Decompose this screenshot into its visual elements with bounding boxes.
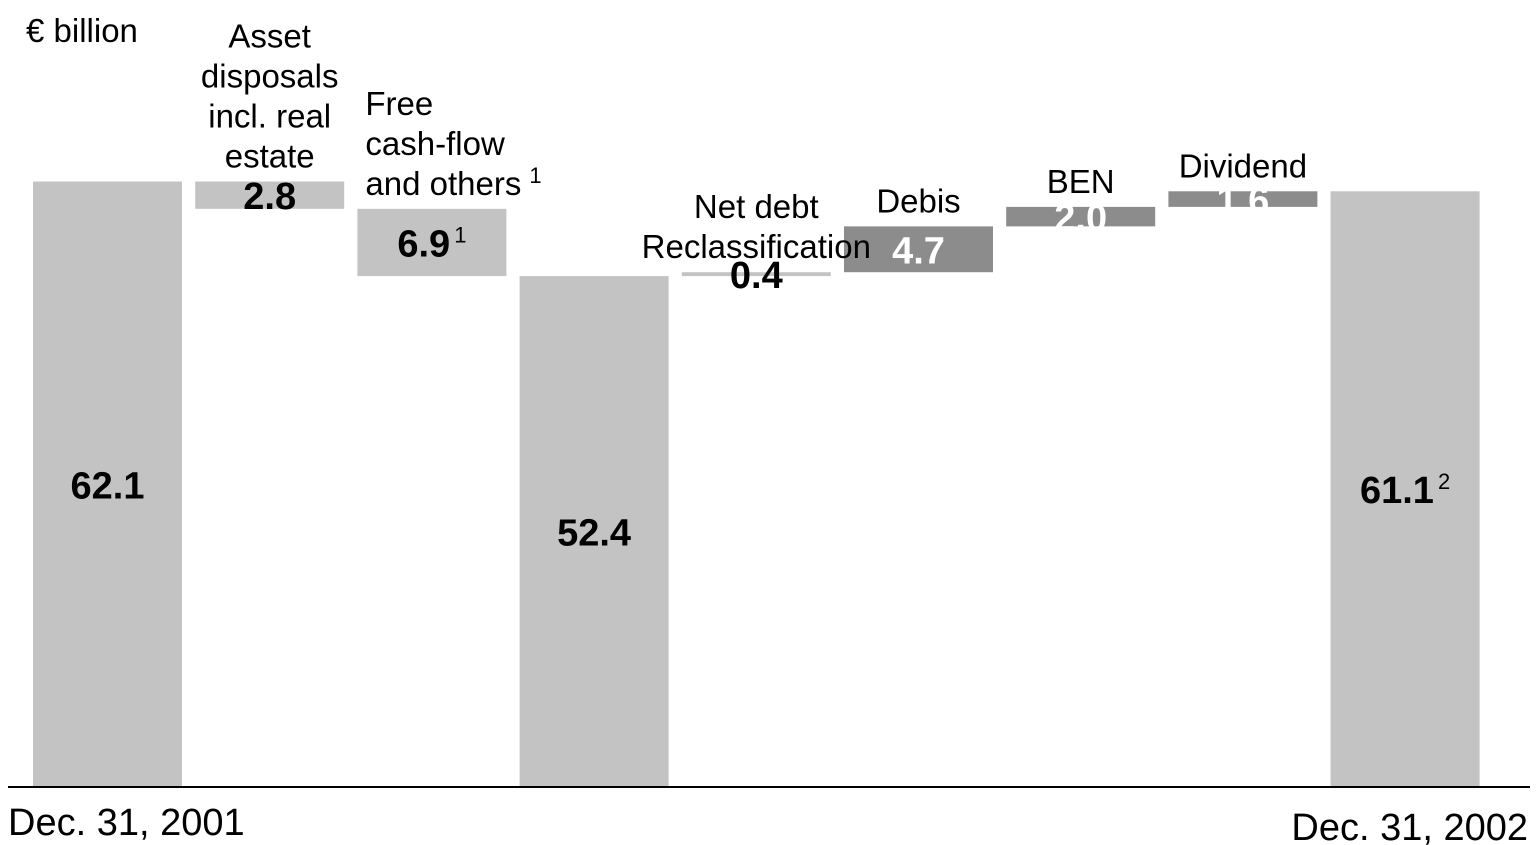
bar-subtotal bbox=[519, 276, 669, 787]
bar-debis bbox=[844, 226, 993, 273]
category-label-debis: Debis bbox=[876, 182, 960, 219]
value-label-subtotal: 52.4 bbox=[557, 513, 631, 555]
category-label-free_cash_flow: Free cash-flow and others 1 bbox=[365, 85, 541, 202]
category-label-ben: BEN bbox=[1047, 163, 1115, 200]
value-label-start: 62.1 bbox=[71, 465, 145, 507]
value-label-debis: 4.7 bbox=[892, 230, 945, 272]
value-footnote-free_cash_flow: 1 bbox=[454, 222, 466, 247]
bar-asset_disposals bbox=[195, 181, 345, 209]
value-label-dividend: 1.6 bbox=[1216, 180, 1269, 222]
value-label-free_cash_flow: 6.9 1 bbox=[397, 222, 466, 265]
value-label-ben: 2.0 bbox=[1054, 198, 1107, 240]
unit-label: € billion bbox=[26, 12, 138, 49]
category-label-dividend: Dividend bbox=[1179, 147, 1307, 184]
bar-dividend bbox=[1168, 191, 1318, 207]
value-label-end: 61.1 2 bbox=[1360, 469, 1450, 512]
bars-layer: 62.1 2.8 6.9 1 52.4 0.4 4.7 2.0 1.6 61.1 2 bbox=[33, 176, 1480, 787]
start-date-label: Dec. 31, 2001 bbox=[8, 802, 245, 844]
category-label-asset_disposals: Asset disposals incl. real estate bbox=[201, 18, 339, 175]
value-label-asset_disposals: 2.8 bbox=[243, 176, 296, 218]
bar-free_cash_flow bbox=[357, 208, 507, 277]
bar-reclassification bbox=[681, 272, 831, 277]
end-date-label: Dec. 31, 2002 bbox=[1291, 807, 1528, 845]
bar-end bbox=[1330, 191, 1480, 787]
value-label-reclassification: 0.4 bbox=[730, 255, 783, 297]
bar-ben bbox=[1006, 206, 1156, 227]
category-label-reclassification: Net debt Reclassification bbox=[642, 188, 871, 265]
bar-start bbox=[33, 181, 182, 787]
category-footnote-free_cash_flow: 1 bbox=[529, 163, 541, 188]
value-footnote-end: 2 bbox=[1438, 469, 1450, 494]
